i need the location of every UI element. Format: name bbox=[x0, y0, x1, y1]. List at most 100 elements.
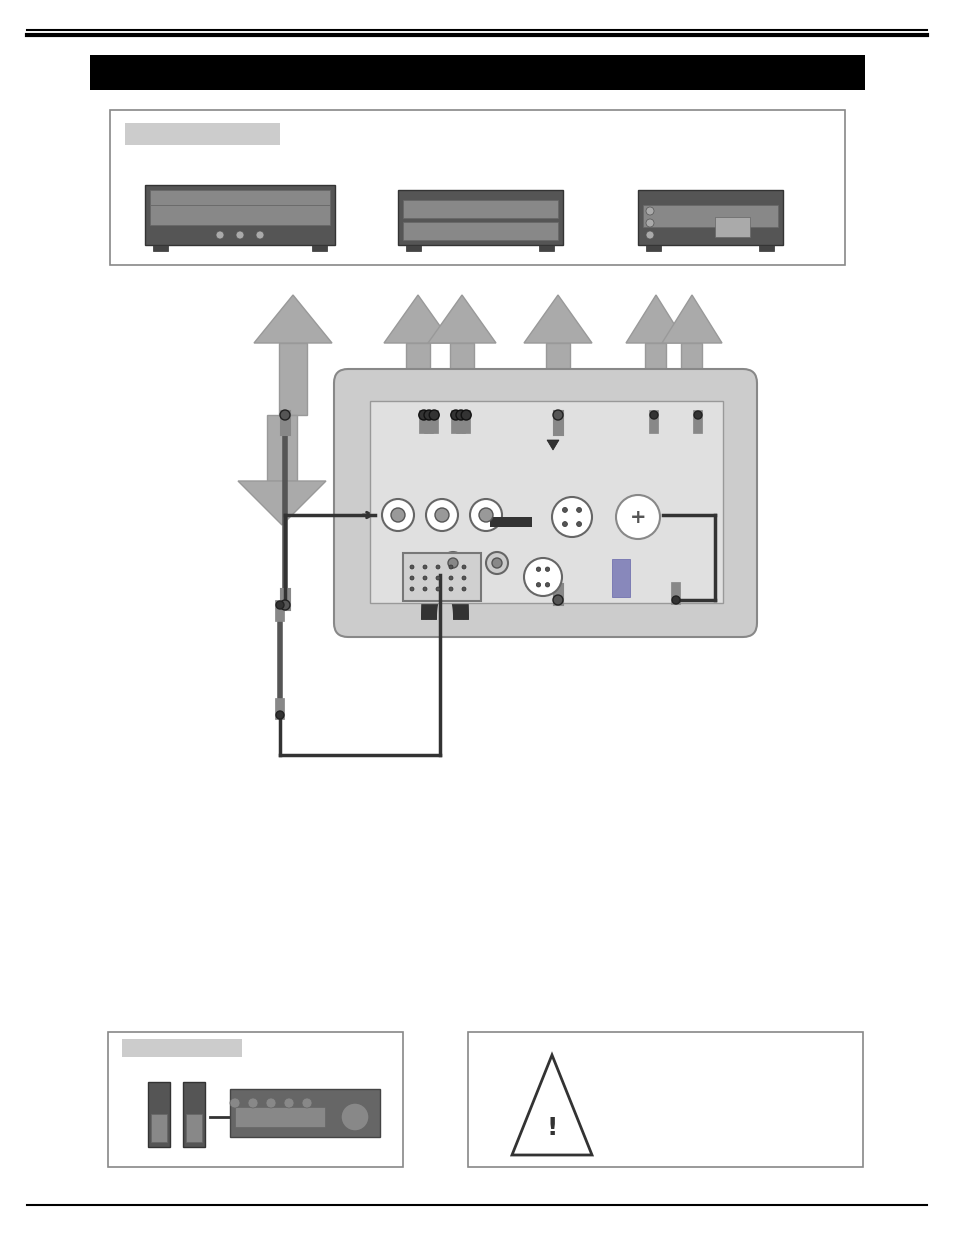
Bar bbox=[151, 1114, 167, 1142]
Circle shape bbox=[266, 1098, 275, 1108]
Bar bbox=[90, 56, 864, 90]
Bar bbox=[183, 1082, 205, 1147]
Circle shape bbox=[441, 552, 463, 574]
Circle shape bbox=[645, 219, 654, 227]
Circle shape bbox=[645, 231, 654, 240]
Circle shape bbox=[423, 410, 434, 420]
Circle shape bbox=[275, 601, 284, 609]
Bar bbox=[397, 190, 562, 245]
Circle shape bbox=[429, 410, 438, 420]
Circle shape bbox=[470, 499, 501, 531]
Bar bbox=[468, 1032, 862, 1167]
Circle shape bbox=[255, 231, 264, 240]
Circle shape bbox=[280, 410, 290, 420]
Bar bbox=[402, 200, 558, 219]
Polygon shape bbox=[384, 295, 452, 343]
Circle shape bbox=[461, 576, 465, 580]
Bar bbox=[152, 245, 168, 251]
Circle shape bbox=[545, 567, 549, 572]
Bar bbox=[638, 190, 782, 245]
Circle shape bbox=[410, 576, 414, 580]
Bar bbox=[545, 343, 569, 415]
Circle shape bbox=[492, 558, 501, 568]
Circle shape bbox=[649, 411, 658, 419]
Bar bbox=[406, 343, 430, 415]
Circle shape bbox=[536, 567, 540, 572]
Circle shape bbox=[553, 595, 562, 605]
Bar bbox=[645, 245, 660, 251]
Circle shape bbox=[552, 496, 592, 537]
Bar bbox=[645, 343, 666, 415]
Circle shape bbox=[616, 495, 659, 538]
Bar bbox=[490, 517, 532, 527]
Bar bbox=[266, 415, 297, 480]
Circle shape bbox=[478, 508, 493, 522]
Circle shape bbox=[693, 411, 701, 419]
Circle shape bbox=[340, 1103, 369, 1131]
Bar bbox=[714, 217, 749, 237]
Circle shape bbox=[562, 521, 567, 526]
Circle shape bbox=[391, 508, 405, 522]
Circle shape bbox=[553, 410, 562, 420]
Bar bbox=[312, 245, 327, 251]
Bar bbox=[150, 205, 330, 225]
Circle shape bbox=[422, 564, 427, 569]
Bar bbox=[110, 110, 844, 266]
Text: !: ! bbox=[546, 1116, 558, 1140]
Circle shape bbox=[302, 1098, 312, 1108]
Circle shape bbox=[562, 508, 567, 513]
Bar bbox=[370, 401, 722, 603]
Circle shape bbox=[461, 564, 465, 569]
Text: +: + bbox=[629, 508, 645, 526]
Circle shape bbox=[436, 564, 439, 569]
Circle shape bbox=[523, 558, 561, 597]
Polygon shape bbox=[428, 295, 496, 343]
Bar bbox=[759, 245, 773, 251]
Bar bbox=[612, 559, 629, 597]
Circle shape bbox=[449, 576, 453, 580]
Circle shape bbox=[449, 564, 453, 569]
Bar bbox=[125, 124, 280, 144]
Circle shape bbox=[436, 576, 439, 580]
Circle shape bbox=[235, 231, 244, 240]
Bar bbox=[402, 222, 558, 240]
Circle shape bbox=[436, 587, 439, 592]
Circle shape bbox=[410, 564, 414, 569]
Circle shape bbox=[230, 1098, 240, 1108]
Bar bbox=[642, 205, 778, 227]
Circle shape bbox=[410, 587, 414, 592]
Circle shape bbox=[418, 410, 428, 420]
FancyBboxPatch shape bbox=[334, 369, 757, 637]
Bar bbox=[402, 553, 480, 601]
Bar bbox=[642, 480, 752, 535]
Circle shape bbox=[426, 499, 457, 531]
Polygon shape bbox=[253, 295, 332, 343]
Bar bbox=[150, 190, 330, 205]
Circle shape bbox=[381, 499, 414, 531]
Polygon shape bbox=[512, 1055, 592, 1155]
Bar bbox=[230, 1089, 379, 1137]
Circle shape bbox=[671, 597, 679, 604]
Circle shape bbox=[280, 600, 290, 610]
Circle shape bbox=[456, 410, 465, 420]
Circle shape bbox=[536, 583, 540, 587]
Bar bbox=[538, 245, 554, 251]
Bar bbox=[680, 343, 701, 415]
Circle shape bbox=[485, 552, 507, 574]
Polygon shape bbox=[661, 295, 721, 343]
Bar bbox=[122, 1039, 242, 1057]
Polygon shape bbox=[625, 295, 685, 343]
Circle shape bbox=[576, 521, 581, 526]
Circle shape bbox=[422, 576, 427, 580]
Circle shape bbox=[422, 587, 427, 592]
Circle shape bbox=[215, 231, 224, 240]
Bar bbox=[108, 1032, 402, 1167]
Bar bbox=[450, 343, 474, 415]
Circle shape bbox=[275, 711, 284, 719]
Circle shape bbox=[435, 508, 449, 522]
Circle shape bbox=[461, 587, 465, 592]
Polygon shape bbox=[523, 295, 592, 343]
Circle shape bbox=[284, 1098, 294, 1108]
Bar bbox=[145, 185, 335, 245]
Bar bbox=[279, 343, 306, 415]
